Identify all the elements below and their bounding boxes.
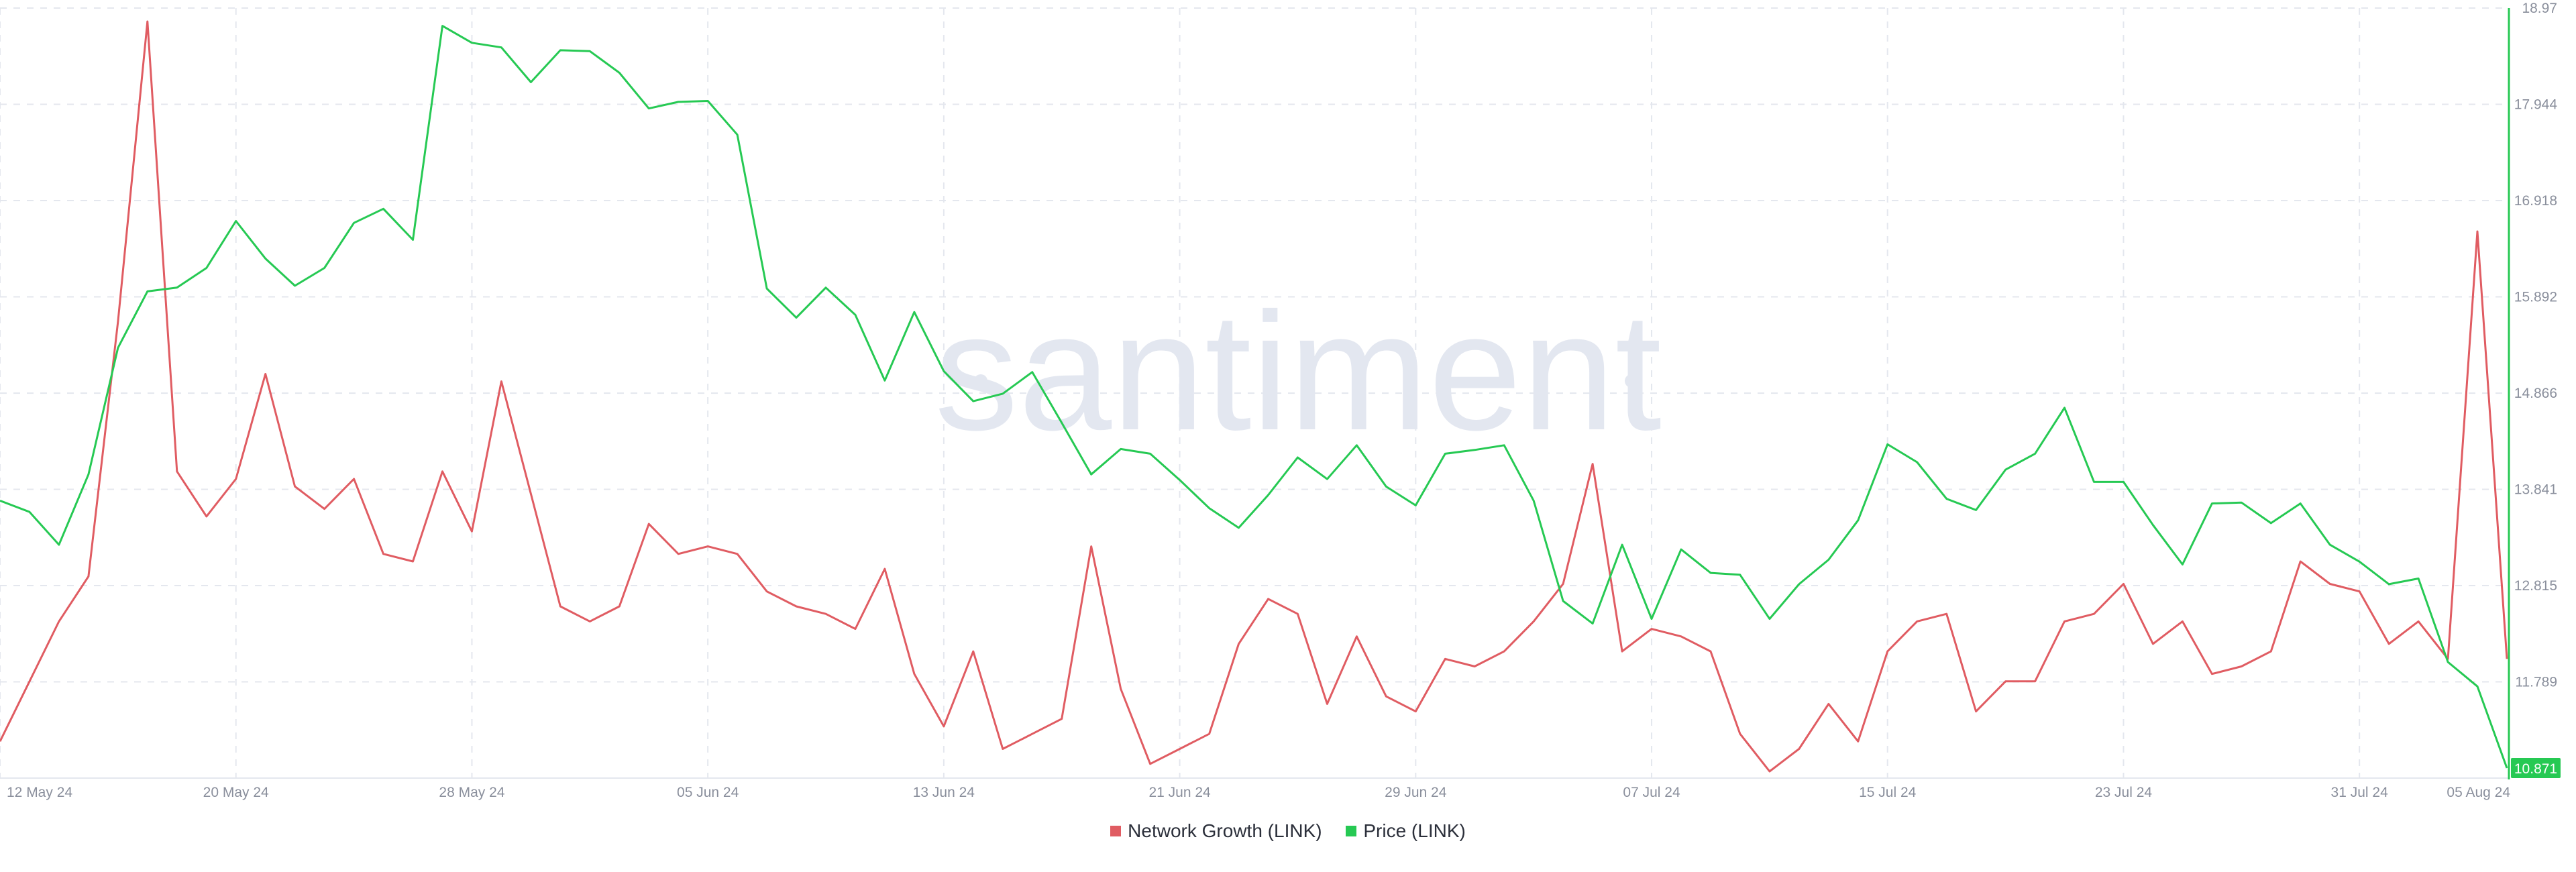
x-tick-label: 05 Aug 24 [2447, 785, 2510, 800]
series-lines [0, 20, 2508, 773]
y-tick-label: 17.944 [2514, 97, 2558, 113]
x-tick-label: 31 Jul 24 [2331, 785, 2389, 800]
y-tick-label: 13.841 [2514, 482, 2557, 497]
x-tick-label: 29 Jun 24 [1385, 785, 1447, 800]
x-tick-label: 13 Jun 24 [913, 785, 975, 800]
legend-item-price[interactable]: Price (LINK) [1346, 820, 1466, 842]
legend-label-network-growth: Network Growth (LINK) [1128, 820, 1322, 841]
x-tick-label: 28 May 24 [439, 785, 504, 800]
watermark-dot-right [1625, 374, 1638, 388]
series-line-price [0, 25, 2508, 769]
x-tick-label: 15 Jul 24 [1859, 785, 1917, 800]
x-axis: 12 May 24 20 May 24 28 May 24 05 Jun 24 13 J… [0, 777, 2510, 800]
legend-swatch-price [1346, 826, 1357, 836]
y-tick-label: 11.789 [2515, 674, 2557, 690]
watermark-dot-left [974, 374, 987, 388]
x-tick-label: 23 Jul 24 [2095, 785, 2153, 800]
y-axis: 18.97 17.944 16.918 15.892 14.866 13.841 12.81… [2508, 1, 2561, 779]
gridlines [0, 7, 2507, 778]
chart-legend: Network Growth (LINK) Price (LINK) [0, 820, 2576, 842]
series-line-network-growth [0, 20, 2508, 773]
y-tick-label: 18.97 [2522, 1, 2557, 16]
legend-label-price: Price (LINK) [1363, 820, 1466, 841]
y-tick-label: 12.815 [2514, 578, 2557, 594]
x-tick-label: 05 Jun 24 [677, 785, 739, 800]
current-value-badge [2511, 758, 2561, 779]
x-tick-label: 21 Jun 24 [1148, 785, 1211, 800]
santiment-watermark: santiment [934, 278, 1662, 465]
legend-swatch-network-growth [1110, 826, 1122, 836]
x-tick-label: 12 May 24 [7, 785, 72, 800]
y-tick-label: 15.892 [2514, 290, 2557, 305]
y-tick-label: 14.866 [2514, 386, 2557, 401]
x-tick-label: 20 May 24 [203, 785, 269, 800]
x-tick-label: 07 Jul 24 [1623, 785, 1680, 800]
current-value-label: 10.871 [2514, 761, 2557, 777]
y-tick-label: 16.918 [2514, 193, 2557, 209]
legend-item-network-growth[interactable]: Network Growth (LINK) [1110, 820, 1322, 842]
